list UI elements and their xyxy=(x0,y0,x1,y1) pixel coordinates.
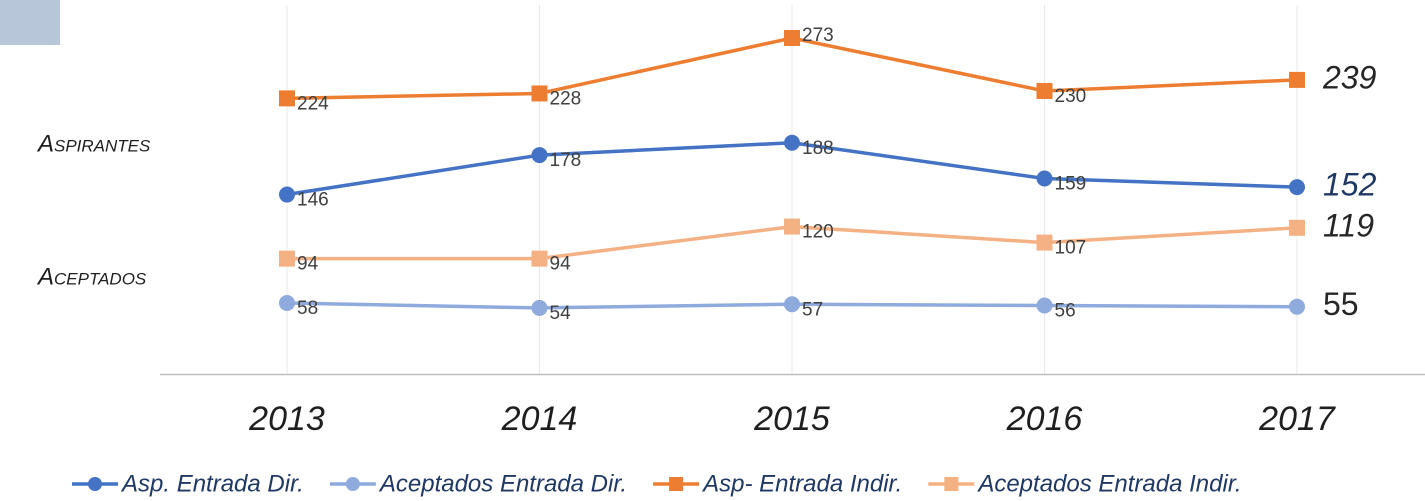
x-tick-label: 2017 xyxy=(1258,400,1336,438)
annotation: Aspirantes xyxy=(36,130,151,157)
x-tick-label: 2013 xyxy=(248,400,325,438)
data-label: 120 xyxy=(802,222,834,243)
data-point xyxy=(784,218,800,235)
data-label: 178 xyxy=(550,150,582,171)
data-point xyxy=(1036,82,1053,99)
data-point xyxy=(531,85,548,102)
data-label: 58 xyxy=(297,298,318,319)
data-point xyxy=(1289,219,1305,236)
legend-label: Aceptados Entrada Dir. xyxy=(378,470,627,497)
data-label: 228 xyxy=(550,88,582,109)
data-point xyxy=(1036,170,1053,187)
data-label: 230 xyxy=(1055,86,1087,107)
legend-label: Asp. Entrada Dir. xyxy=(120,470,304,497)
data-point xyxy=(784,296,800,313)
data-label: 119 xyxy=(1323,207,1374,243)
data-point xyxy=(1289,71,1305,88)
annotation: Aceptados xyxy=(36,263,147,290)
data-point xyxy=(531,250,548,267)
data-label: 152 xyxy=(1323,167,1377,203)
data-point xyxy=(279,250,295,267)
legend-marker xyxy=(944,477,959,491)
data-point xyxy=(784,134,800,151)
data-point xyxy=(1036,234,1053,251)
data-label: 107 xyxy=(1055,238,1087,259)
legend-marker xyxy=(88,477,102,491)
data-label: 273 xyxy=(802,25,834,46)
data-label: 55 xyxy=(1323,286,1359,322)
x-tick-label: 2014 xyxy=(501,400,578,438)
x-tick-label: 2016 xyxy=(1006,400,1083,438)
data-point xyxy=(279,90,295,107)
data-point xyxy=(279,186,295,203)
data-label: 224 xyxy=(297,93,329,114)
logo-image xyxy=(0,0,60,45)
data-point xyxy=(531,147,548,164)
legend-marker xyxy=(669,477,684,491)
data-label: 159 xyxy=(1055,174,1087,195)
data-point xyxy=(1289,298,1305,315)
x-tick-label: 2015 xyxy=(753,400,830,438)
data-point xyxy=(1036,297,1053,314)
data-label: 94 xyxy=(550,254,572,275)
data-point xyxy=(1289,179,1305,196)
data-point xyxy=(531,299,548,316)
data-point xyxy=(279,295,295,312)
data-label: 54 xyxy=(550,303,572,324)
data-label: 57 xyxy=(802,299,823,320)
legend-label: Aceptados Entrada Indir. xyxy=(976,470,1241,497)
data-label: 56 xyxy=(1055,300,1076,321)
data-label: 146 xyxy=(297,190,329,211)
data-label: 239 xyxy=(1322,59,1377,95)
data-label: 188 xyxy=(802,138,834,159)
legend-label: Asp- Entrada Indir. xyxy=(701,470,902,497)
data-point xyxy=(784,29,800,46)
legend-marker xyxy=(345,477,360,491)
data-label: 94 xyxy=(297,254,319,275)
